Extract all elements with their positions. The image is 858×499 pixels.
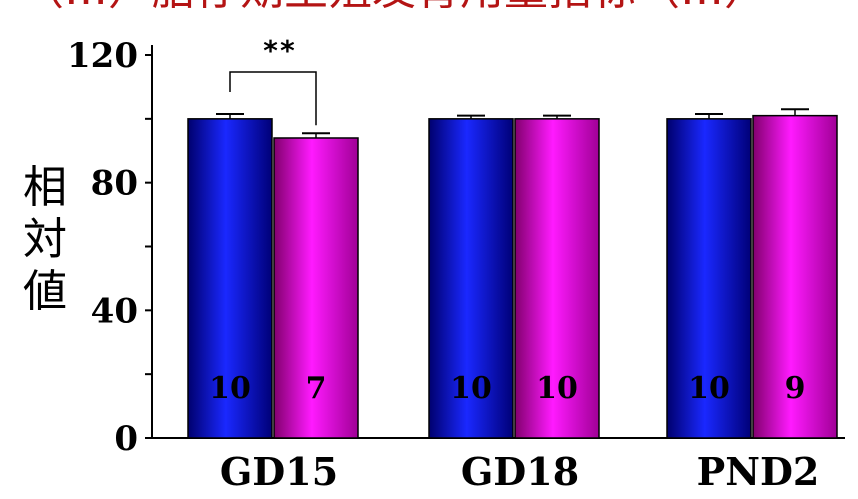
sample-size-label: 10 xyxy=(536,371,578,406)
y-tick-label: 0 xyxy=(114,419,138,459)
bar-gd15-series-2 xyxy=(273,137,359,439)
bar-gd15-series-1 xyxy=(187,118,273,439)
y-tick-label: 40 xyxy=(91,291,138,331)
sample-size-label: 10 xyxy=(209,371,251,406)
bar-pnd2-series-2 xyxy=(752,114,838,439)
plot-area: 0 40 80 120 10 7 GD15 10 10 GD18 10 9 PND2 ** xyxy=(67,34,845,494)
chart-title: （…）胎仔期生殖发育用量指标（…） xyxy=(20,0,768,15)
y-axis-label-char-1: 相 xyxy=(23,162,67,213)
sample-size-label: 9 xyxy=(785,371,806,406)
significance-bracket xyxy=(229,71,317,126)
category-label-gd15: GD15 xyxy=(220,449,338,494)
sample-size-label: 10 xyxy=(450,371,492,406)
category-label-gd18: GD18 xyxy=(461,449,579,494)
bar-gd18-series-2 xyxy=(514,118,600,439)
sample-size-label: 10 xyxy=(688,371,730,406)
y-axis-label-char-3: 値 xyxy=(23,266,67,317)
y-tick-label: 80 xyxy=(91,164,138,204)
bar-gd18-series-1 xyxy=(428,118,514,439)
y-tick-label: 120 xyxy=(67,36,138,76)
category-label-pnd2: PND2 xyxy=(697,449,820,494)
bar-pnd2-series-1 xyxy=(666,118,752,439)
significance-marker: ** xyxy=(262,34,296,67)
sample-size-label: 7 xyxy=(306,371,327,406)
y-axis-label-char-2: 対 xyxy=(23,214,67,265)
